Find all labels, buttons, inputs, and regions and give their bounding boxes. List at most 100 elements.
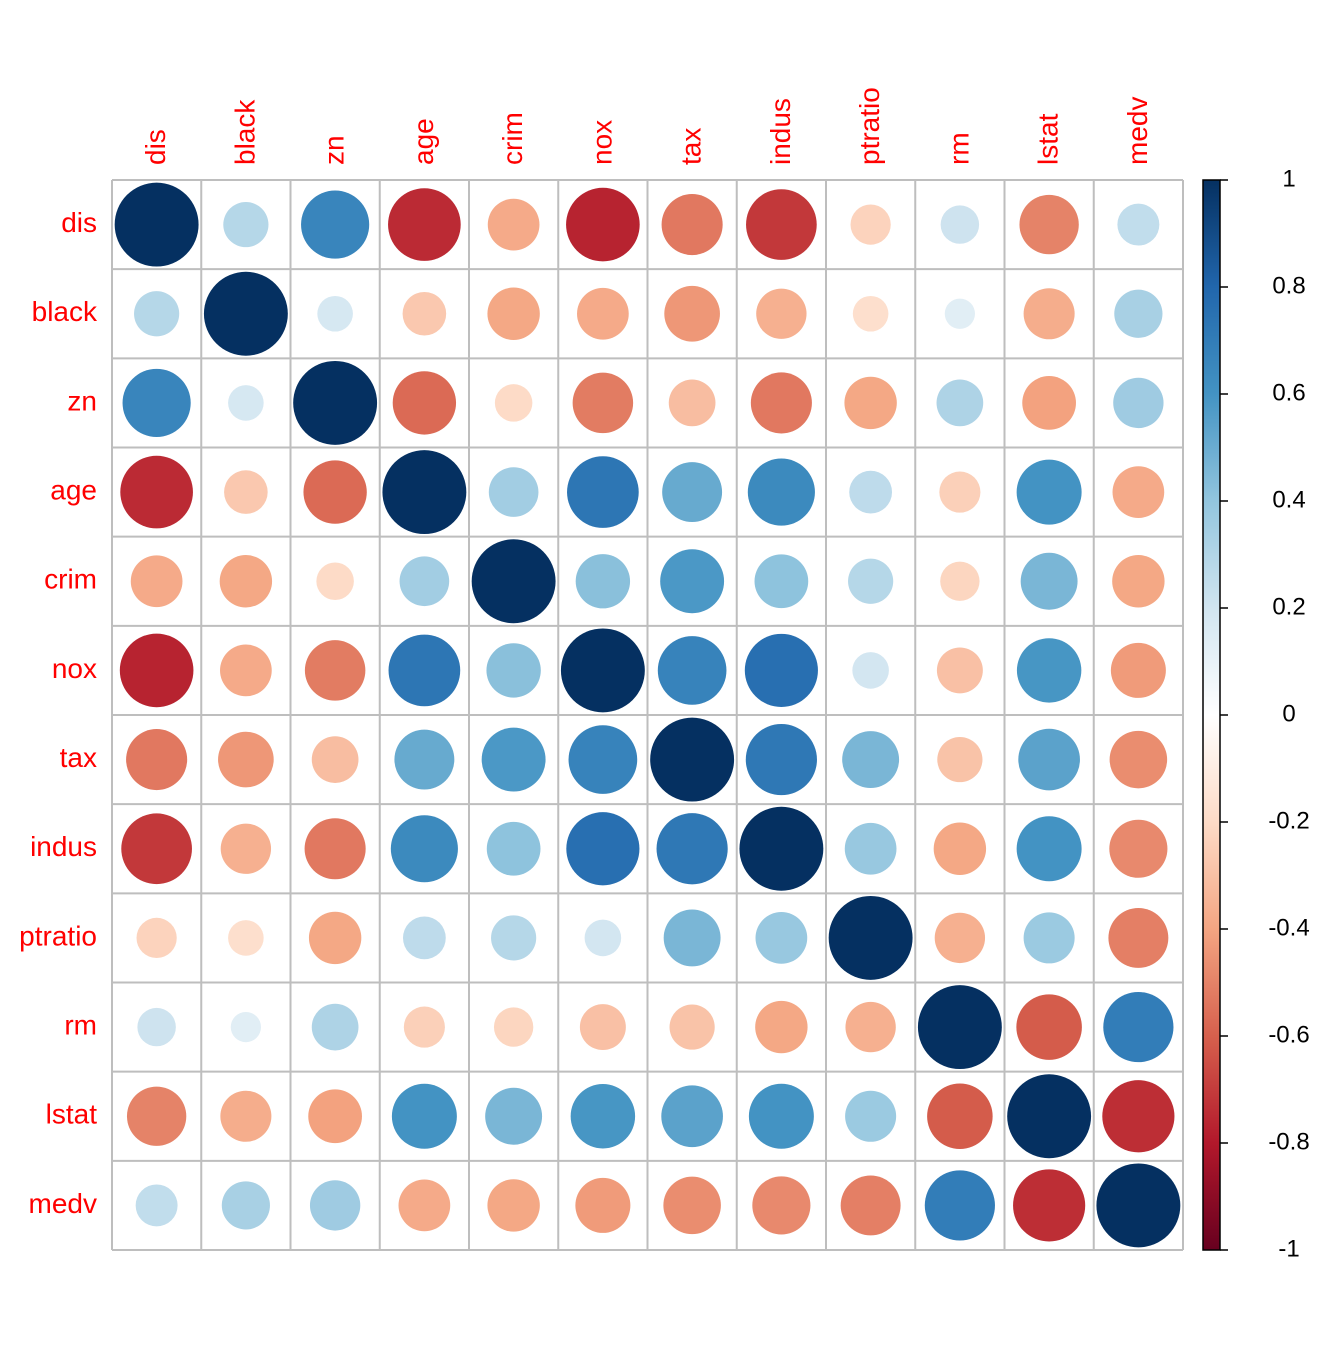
column-label: nox <box>586 120 617 165</box>
column-label: lstat <box>1033 113 1064 165</box>
colorbar-tick-label: 0.4 <box>1272 486 1305 513</box>
correlation-circle <box>219 555 273 608</box>
row-label: rm <box>64 1009 97 1040</box>
correlation-circle <box>218 731 274 788</box>
column-label: crim <box>497 112 528 165</box>
correlation-circle <box>746 189 817 260</box>
correlation-circle <box>122 368 191 437</box>
colorbar <box>1202 179 1221 1251</box>
correlation-circle <box>136 917 177 959</box>
correlation-circle <box>388 188 461 261</box>
correlation-circle <box>828 895 913 980</box>
row-label: zn <box>67 385 97 416</box>
correlation-circle <box>849 470 893 514</box>
colorbar-tick-label: 0 <box>1282 700 1295 727</box>
correlation-circle <box>304 818 366 880</box>
correlation-circle <box>1007 1074 1092 1159</box>
correlation-circle <box>1022 376 1076 430</box>
correlation-circle <box>228 385 264 421</box>
correlation-circle <box>663 909 721 967</box>
correlation-circle <box>575 554 631 609</box>
correlation-circle <box>121 813 192 885</box>
correlation-circle <box>308 911 362 965</box>
correlation-circle <box>316 562 354 601</box>
correlation-circle <box>203 271 288 356</box>
correlation-circle <box>1019 194 1079 255</box>
correlation-circle <box>660 549 725 614</box>
correlation-circle <box>755 912 808 964</box>
correlation-circle <box>402 291 447 336</box>
correlation-circle <box>1016 994 1082 1060</box>
correlation-circle <box>135 1184 178 1227</box>
correlation-circle <box>845 1090 897 1142</box>
correlation-circle <box>662 462 723 523</box>
correlation-circle <box>934 912 986 964</box>
correlation-circle <box>940 561 980 601</box>
correlation-circle <box>1112 466 1165 518</box>
correlation-circle <box>1023 912 1075 964</box>
correlation-circle <box>752 1176 811 1235</box>
correlation-circle <box>842 731 900 789</box>
colorbar-tick-label: 0.6 <box>1272 379 1305 406</box>
correlation-circle <box>223 201 269 248</box>
column-label: ptratio <box>854 87 885 165</box>
correlation-circle <box>486 821 541 876</box>
colorbar-tick-label: 1 <box>1282 165 1295 192</box>
correlation-circle <box>840 1175 901 1236</box>
row-label: ptratio <box>19 920 97 951</box>
correlation-circle <box>1023 288 1075 340</box>
correlation-circle <box>668 379 716 427</box>
correlation-circle <box>220 1090 272 1142</box>
correlation-circle <box>493 1007 534 1047</box>
correlation-circle <box>120 455 193 529</box>
correlation-circle <box>656 813 728 885</box>
correlation-circle <box>1117 203 1160 246</box>
correlation-circle <box>1113 377 1164 429</box>
correlation-circle <box>744 633 818 707</box>
column-label: indus <box>765 98 796 165</box>
correlation-circle <box>560 628 645 713</box>
correlation-circle <box>1013 1169 1086 1242</box>
column-label: tax <box>676 128 707 165</box>
correlation-circle <box>1016 459 1082 525</box>
correlation-circle <box>304 640 366 701</box>
correlation-circle <box>220 644 272 697</box>
correlation-circle <box>570 1084 636 1149</box>
correlation-circle <box>933 822 987 875</box>
correlation-circle <box>224 470 268 514</box>
correlation-circle <box>1108 907 1169 968</box>
row-label: crim <box>44 564 97 595</box>
correlation-circle <box>487 287 540 340</box>
correlation-circle <box>487 198 540 251</box>
correlation-circle <box>485 1087 543 1145</box>
correlation-circle <box>220 823 272 874</box>
correlation-circle <box>1096 1163 1181 1248</box>
row-label: dis <box>61 207 97 238</box>
correlation-circle <box>311 1003 359 1051</box>
correlation-circle <box>382 450 467 535</box>
correlation-circle <box>487 1179 540 1232</box>
correlation-circle <box>944 298 975 329</box>
correlation-circle <box>126 729 188 791</box>
correlation-circle <box>1020 552 1078 610</box>
correlation-circle <box>939 471 981 513</box>
correlation-circle <box>748 1083 814 1149</box>
correlation-circle <box>936 647 983 694</box>
correlation-circle <box>663 1176 721 1235</box>
correlation-circle <box>398 1179 451 1232</box>
correlation-circle <box>927 1083 993 1150</box>
column-label: dis <box>140 129 171 165</box>
correlation-circle <box>228 920 264 956</box>
correlation-circle <box>481 727 546 792</box>
correlation-circle <box>650 717 735 802</box>
correlation-circle <box>924 1170 995 1241</box>
correlation-circle <box>850 204 891 245</box>
correlation-circle <box>584 919 622 957</box>
correlation-circle <box>669 1004 715 1050</box>
correlation-circle <box>471 539 556 624</box>
correlation-circle <box>1109 730 1168 789</box>
correlation-circle <box>750 372 812 434</box>
correlation-circle <box>1109 819 1168 878</box>
correlation-circle <box>756 288 807 339</box>
colorbar-tick-label: -0.8 <box>1268 1128 1309 1155</box>
